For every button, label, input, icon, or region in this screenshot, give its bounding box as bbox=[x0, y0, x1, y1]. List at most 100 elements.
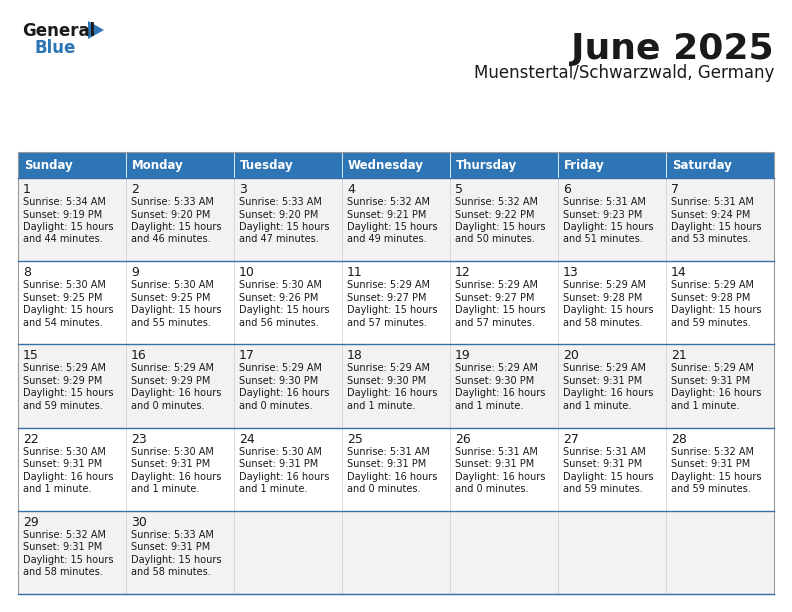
Bar bbox=[126, 428, 234, 511]
Text: Sunset: 9:23 PM: Sunset: 9:23 PM bbox=[563, 209, 642, 220]
Text: Sunrise: 5:30 AM: Sunrise: 5:30 AM bbox=[131, 447, 214, 457]
Text: Friday: Friday bbox=[564, 159, 605, 171]
Text: 30: 30 bbox=[131, 516, 147, 529]
Text: Sunset: 9:27 PM: Sunset: 9:27 PM bbox=[455, 293, 535, 303]
Text: 5: 5 bbox=[455, 183, 463, 196]
Polygon shape bbox=[88, 21, 104, 39]
Text: and 1 minute.: and 1 minute. bbox=[671, 401, 740, 411]
Text: 25: 25 bbox=[347, 433, 363, 446]
Text: and 49 minutes.: and 49 minutes. bbox=[347, 234, 427, 245]
Bar bbox=[234, 345, 342, 428]
Text: Daylight: 15 hours: Daylight: 15 hours bbox=[131, 222, 222, 232]
Text: Saturday: Saturday bbox=[672, 159, 732, 171]
Text: Sunrise: 5:29 AM: Sunrise: 5:29 AM bbox=[239, 364, 322, 373]
Text: Daylight: 16 hours: Daylight: 16 hours bbox=[131, 472, 222, 482]
Text: Sunrise: 5:32 AM: Sunrise: 5:32 AM bbox=[671, 447, 754, 457]
Text: Sunrise: 5:33 AM: Sunrise: 5:33 AM bbox=[131, 530, 214, 540]
Bar bbox=[450, 345, 558, 428]
Text: 16: 16 bbox=[131, 349, 147, 362]
Text: and 58 minutes.: and 58 minutes. bbox=[131, 567, 211, 577]
Text: and 59 minutes.: and 59 minutes. bbox=[671, 318, 751, 327]
Text: and 1 minute.: and 1 minute. bbox=[131, 484, 200, 494]
Bar bbox=[234, 428, 342, 511]
Bar bbox=[666, 178, 774, 261]
Text: and 57 minutes.: and 57 minutes. bbox=[455, 318, 535, 327]
Text: Sunrise: 5:30 AM: Sunrise: 5:30 AM bbox=[239, 447, 322, 457]
Text: 6: 6 bbox=[563, 183, 571, 196]
Bar bbox=[234, 178, 342, 261]
Bar bbox=[450, 428, 558, 511]
Text: Daylight: 16 hours: Daylight: 16 hours bbox=[563, 389, 653, 398]
Bar bbox=[666, 511, 774, 594]
Text: 21: 21 bbox=[671, 349, 687, 362]
Text: Sunset: 9:31 PM: Sunset: 9:31 PM bbox=[347, 459, 426, 469]
Bar bbox=[126, 345, 234, 428]
Text: Sunset: 9:21 PM: Sunset: 9:21 PM bbox=[347, 209, 426, 220]
Text: Sunrise: 5:31 AM: Sunrise: 5:31 AM bbox=[347, 447, 430, 457]
Text: Sunrise: 5:30 AM: Sunrise: 5:30 AM bbox=[23, 280, 106, 290]
Text: Sunset: 9:31 PM: Sunset: 9:31 PM bbox=[563, 376, 642, 386]
Text: Blue: Blue bbox=[34, 39, 75, 57]
Text: June 2025: June 2025 bbox=[571, 32, 774, 66]
Text: and 1 minute.: and 1 minute. bbox=[239, 484, 307, 494]
Text: 12: 12 bbox=[455, 266, 470, 279]
Text: 10: 10 bbox=[239, 266, 255, 279]
Text: and 1 minute.: and 1 minute. bbox=[563, 401, 631, 411]
Text: Sunrise: 5:29 AM: Sunrise: 5:29 AM bbox=[671, 364, 754, 373]
Text: Monday: Monday bbox=[132, 159, 184, 171]
Bar bbox=[450, 152, 558, 178]
Text: Daylight: 15 hours: Daylight: 15 hours bbox=[239, 305, 329, 315]
Text: and 1 minute.: and 1 minute. bbox=[455, 401, 524, 411]
Text: 8: 8 bbox=[23, 266, 31, 279]
Text: Sunset: 9:28 PM: Sunset: 9:28 PM bbox=[671, 293, 750, 303]
Text: Sunrise: 5:29 AM: Sunrise: 5:29 AM bbox=[455, 280, 538, 290]
Text: Sunrise: 5:30 AM: Sunrise: 5:30 AM bbox=[239, 280, 322, 290]
Text: Sunrise: 5:29 AM: Sunrise: 5:29 AM bbox=[563, 280, 646, 290]
Text: Sunset: 9:20 PM: Sunset: 9:20 PM bbox=[239, 209, 318, 220]
Text: Sunset: 9:25 PM: Sunset: 9:25 PM bbox=[23, 293, 102, 303]
Text: Sunrise: 5:32 AM: Sunrise: 5:32 AM bbox=[23, 530, 106, 540]
Text: Daylight: 15 hours: Daylight: 15 hours bbox=[239, 222, 329, 232]
Text: and 50 minutes.: and 50 minutes. bbox=[455, 234, 535, 245]
Text: Sunrise: 5:29 AM: Sunrise: 5:29 AM bbox=[347, 364, 430, 373]
Text: Sunset: 9:24 PM: Sunset: 9:24 PM bbox=[671, 209, 750, 220]
Text: Sunset: 9:30 PM: Sunset: 9:30 PM bbox=[239, 376, 318, 386]
Text: and 0 minutes.: and 0 minutes. bbox=[131, 401, 204, 411]
Text: Sunrise: 5:33 AM: Sunrise: 5:33 AM bbox=[239, 197, 322, 207]
Text: and 47 minutes.: and 47 minutes. bbox=[239, 234, 318, 245]
Bar bbox=[558, 178, 666, 261]
Text: Wednesday: Wednesday bbox=[348, 159, 424, 171]
Text: Sunrise: 5:29 AM: Sunrise: 5:29 AM bbox=[23, 364, 106, 373]
Text: Sunrise: 5:29 AM: Sunrise: 5:29 AM bbox=[347, 280, 430, 290]
Bar bbox=[666, 428, 774, 511]
Text: Sunrise: 5:33 AM: Sunrise: 5:33 AM bbox=[131, 197, 214, 207]
Text: Daylight: 15 hours: Daylight: 15 hours bbox=[131, 555, 222, 565]
Text: 26: 26 bbox=[455, 433, 470, 446]
Bar bbox=[234, 261, 342, 345]
Text: and 57 minutes.: and 57 minutes. bbox=[347, 318, 427, 327]
Bar bbox=[342, 345, 450, 428]
Text: Sunset: 9:31 PM: Sunset: 9:31 PM bbox=[23, 459, 102, 469]
Text: Daylight: 15 hours: Daylight: 15 hours bbox=[347, 305, 437, 315]
Text: Daylight: 15 hours: Daylight: 15 hours bbox=[23, 389, 113, 398]
Text: 13: 13 bbox=[563, 266, 579, 279]
Bar bbox=[666, 345, 774, 428]
Text: and 59 minutes.: and 59 minutes. bbox=[563, 484, 643, 494]
Text: Daylight: 15 hours: Daylight: 15 hours bbox=[671, 305, 761, 315]
Bar bbox=[18, 152, 126, 178]
Bar bbox=[558, 345, 666, 428]
Bar bbox=[558, 511, 666, 594]
Text: Sunrise: 5:31 AM: Sunrise: 5:31 AM bbox=[455, 447, 538, 457]
Bar bbox=[18, 511, 126, 594]
Text: 9: 9 bbox=[131, 266, 139, 279]
Text: 18: 18 bbox=[347, 349, 363, 362]
Text: 29: 29 bbox=[23, 516, 39, 529]
Text: and 59 minutes.: and 59 minutes. bbox=[671, 484, 751, 494]
Text: Daylight: 16 hours: Daylight: 16 hours bbox=[239, 389, 329, 398]
Text: Sunset: 9:31 PM: Sunset: 9:31 PM bbox=[131, 459, 210, 469]
Text: 23: 23 bbox=[131, 433, 147, 446]
Text: 1: 1 bbox=[23, 183, 31, 196]
Text: Sunrise: 5:29 AM: Sunrise: 5:29 AM bbox=[671, 280, 754, 290]
Text: Sunrise: 5:29 AM: Sunrise: 5:29 AM bbox=[455, 364, 538, 373]
Text: and 1 minute.: and 1 minute. bbox=[347, 401, 415, 411]
